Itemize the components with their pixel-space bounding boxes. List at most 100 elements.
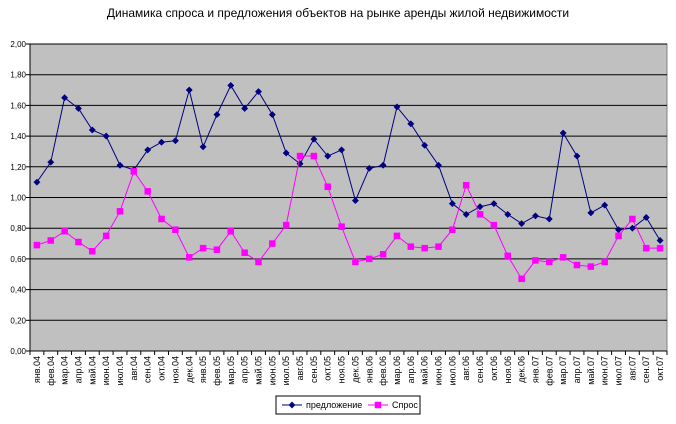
data-point — [559, 254, 567, 261]
data-point — [365, 164, 373, 172]
chart-title: Динамика спроса и предложения объектов н… — [107, 6, 569, 20]
x-tick-label: мар.05 — [226, 356, 236, 385]
x-tick-label: май.05 — [253, 356, 263, 385]
y-tick-label: 0,40 — [10, 286, 26, 295]
data-point — [282, 149, 290, 157]
data-point — [33, 241, 41, 249]
data-point — [629, 215, 636, 223]
x-tick-label: авг.07 — [627, 356, 637, 380]
data-point — [573, 152, 581, 160]
series-2 — [33, 152, 664, 283]
series-layer — [33, 81, 664, 283]
x-tick-label: окт.07 — [655, 356, 665, 381]
x-tick-label: июл.04 — [115, 356, 125, 385]
x-tick-label: июн.06 — [434, 356, 444, 385]
data-point — [144, 146, 152, 154]
x-tick-label: авг.05 — [295, 356, 305, 380]
data-point — [448, 200, 456, 208]
data-point — [227, 81, 235, 89]
data-point — [338, 146, 346, 154]
x-tick-label: авг.04 — [129, 356, 139, 380]
x-tick-label: июл.05 — [281, 356, 291, 385]
data-point — [282, 221, 290, 229]
y-tick-label: 1,80 — [10, 71, 26, 80]
y-tick-label: 0,60 — [10, 255, 26, 264]
data-point — [116, 161, 124, 169]
x-tick-label: дек.04 — [184, 356, 194, 383]
data-point — [227, 228, 235, 235]
data-point — [504, 210, 512, 218]
x-tick-label: янв.04 — [32, 356, 42, 383]
x-tick-label: сен.07 — [641, 356, 651, 383]
data-point — [255, 258, 262, 266]
legend-item: Спрос — [368, 400, 418, 410]
data-point — [393, 232, 401, 240]
data-point — [642, 244, 650, 252]
data-point — [324, 183, 331, 191]
x-tick-label: окт.05 — [323, 356, 333, 381]
x-tick-label: фев.06 — [378, 356, 388, 386]
x-tick-label: мар.07 — [558, 356, 568, 385]
data-point — [102, 232, 110, 240]
x-tick-label: янв.05 — [198, 356, 208, 383]
data-point — [421, 244, 428, 252]
data-point — [449, 226, 456, 233]
legend: предложение Спрос — [275, 395, 421, 415]
y-tick-label: 0,80 — [10, 224, 26, 233]
data-point — [88, 126, 96, 134]
x-tick-label: июн.07 — [600, 356, 610, 385]
data-point — [601, 201, 609, 209]
x-tick-label: фев.07 — [544, 356, 554, 386]
data-point — [296, 152, 304, 160]
x-tick-label: мар.04 — [60, 356, 70, 385]
series-line — [36, 84, 661, 241]
legend-box — [275, 395, 421, 415]
axes: 0,00 0,20 0,40 0,60 0,80 1,00 1,20 1,40 1,60 1,80… — [10, 40, 668, 386]
x-tick-label: июл.07 — [614, 356, 624, 385]
data-point — [75, 238, 82, 246]
x-tick-label: июл.06 — [447, 356, 457, 385]
data-point — [213, 111, 221, 119]
data-point — [172, 226, 179, 233]
data-point — [476, 211, 484, 218]
data-point — [531, 212, 539, 220]
x-tick-label: ноя.06 — [503, 356, 513, 383]
y-tick-label: 1,60 — [10, 101, 26, 110]
data-point — [89, 247, 96, 255]
data-point — [213, 246, 221, 253]
data-point — [269, 240, 276, 247]
data-point — [33, 178, 41, 186]
x-tick-label: апр.05 — [240, 356, 250, 383]
legend-item: предложение — [282, 400, 362, 410]
legend-label: Спрос — [392, 400, 418, 410]
x-tick-label: сен.05 — [309, 356, 319, 383]
y-tick-label: 1,20 — [10, 163, 26, 172]
series-1 — [33, 81, 664, 245]
data-point — [171, 137, 179, 145]
data-point — [241, 104, 249, 113]
x-tick-label: фев.05 — [212, 356, 222, 386]
x-tick-label: дек.06 — [517, 356, 527, 383]
legend-label: предложение — [306, 400, 362, 410]
data-point — [241, 249, 248, 257]
data-point — [310, 152, 318, 160]
data-point — [546, 258, 553, 266]
x-tick-label: ноя.04 — [170, 356, 180, 383]
x-tick-label: ноя.05 — [337, 356, 347, 383]
data-point — [573, 261, 581, 269]
legend-swatch-marker — [374, 401, 382, 409]
data-point — [199, 143, 207, 151]
data-point — [518, 220, 526, 228]
data-point — [532, 257, 539, 264]
data-point — [47, 158, 55, 166]
data-point — [504, 252, 511, 260]
data-point — [490, 200, 498, 208]
x-tick-label: окт.06 — [489, 356, 499, 381]
data-point — [462, 210, 470, 218]
data-point — [61, 94, 69, 102]
x-tick-label: июн.05 — [267, 356, 277, 385]
x-tick-label: сен.06 — [475, 356, 485, 383]
data-point — [435, 243, 442, 250]
x-tick-label: апр.04 — [73, 356, 83, 383]
data-point — [158, 215, 165, 223]
